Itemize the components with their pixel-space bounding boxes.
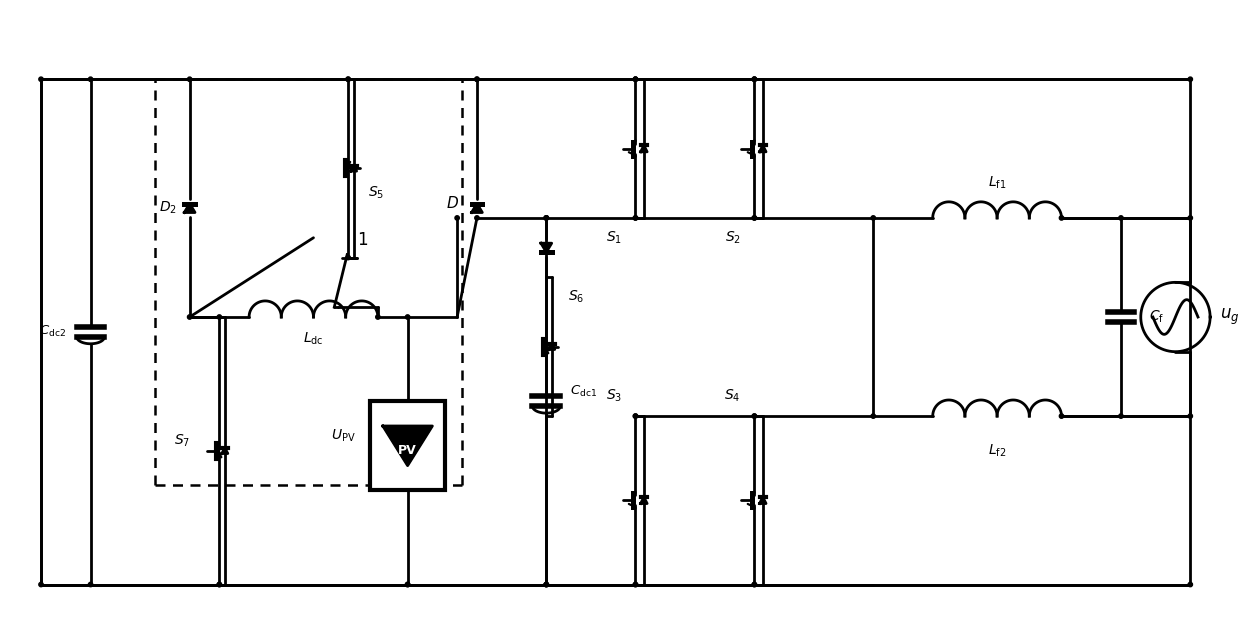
Circle shape <box>217 582 222 587</box>
Text: $L_{\mathrm{f1}}$: $L_{\mathrm{f1}}$ <box>988 175 1007 192</box>
Circle shape <box>475 77 479 82</box>
Circle shape <box>187 77 192 82</box>
Circle shape <box>1188 216 1193 220</box>
Circle shape <box>346 77 351 82</box>
Text: $C_{\mathrm{dc2}}$: $C_{\mathrm{dc2}}$ <box>40 324 67 340</box>
Circle shape <box>217 582 222 587</box>
Circle shape <box>753 216 756 220</box>
Circle shape <box>753 216 756 220</box>
Text: $L_{\mathrm{dc}}$: $L_{\mathrm{dc}}$ <box>303 331 324 347</box>
Text: PV: PV <box>398 444 417 457</box>
Text: $u_g$: $u_g$ <box>1220 307 1240 327</box>
Circle shape <box>1118 414 1123 419</box>
Circle shape <box>217 315 222 319</box>
Polygon shape <box>641 497 647 503</box>
Circle shape <box>634 77 637 82</box>
Text: $C_{\mathrm{dc1}}$: $C_{\mathrm{dc1}}$ <box>570 383 598 399</box>
Circle shape <box>634 216 637 220</box>
Polygon shape <box>185 204 195 213</box>
Circle shape <box>1059 216 1064 220</box>
Text: $S_4$: $S_4$ <box>724 388 740 404</box>
Circle shape <box>544 582 548 587</box>
Circle shape <box>753 77 756 82</box>
Circle shape <box>753 582 756 587</box>
Circle shape <box>634 414 637 419</box>
Circle shape <box>346 255 351 260</box>
Circle shape <box>455 216 459 220</box>
Polygon shape <box>549 344 554 350</box>
Circle shape <box>634 216 637 220</box>
Circle shape <box>405 582 409 587</box>
Circle shape <box>753 414 756 419</box>
Circle shape <box>634 77 637 82</box>
Circle shape <box>634 582 637 587</box>
Polygon shape <box>351 166 357 171</box>
Text: $S_5$: $S_5$ <box>368 185 384 201</box>
Circle shape <box>405 315 409 319</box>
Text: $S_2$: $S_2$ <box>724 229 740 246</box>
Circle shape <box>376 315 379 319</box>
Circle shape <box>1059 414 1064 419</box>
Text: $C_{\mathrm{f}}$: $C_{\mathrm{f}}$ <box>1148 309 1164 326</box>
Circle shape <box>753 582 756 587</box>
Circle shape <box>1188 582 1193 587</box>
Polygon shape <box>471 204 482 213</box>
Text: $U_{\mathrm{PV}}$: $U_{\mathrm{PV}}$ <box>331 427 356 444</box>
Circle shape <box>544 216 548 220</box>
Text: $1$: $1$ <box>357 231 368 248</box>
Circle shape <box>1188 414 1193 419</box>
Text: $S_6$: $S_6$ <box>568 289 584 305</box>
Text: $D_2$: $D_2$ <box>159 200 177 216</box>
Circle shape <box>346 77 351 82</box>
Circle shape <box>634 582 637 587</box>
Polygon shape <box>222 448 228 454</box>
FancyBboxPatch shape <box>371 401 445 490</box>
Circle shape <box>475 216 479 220</box>
Text: $S_1$: $S_1$ <box>605 229 621 246</box>
Polygon shape <box>760 497 766 503</box>
Circle shape <box>475 77 479 82</box>
Polygon shape <box>641 145 647 152</box>
Circle shape <box>187 315 192 319</box>
Circle shape <box>544 582 548 587</box>
Circle shape <box>753 414 756 419</box>
Circle shape <box>38 582 43 587</box>
Circle shape <box>88 77 93 82</box>
Circle shape <box>405 582 409 587</box>
Circle shape <box>88 582 93 587</box>
Circle shape <box>753 77 756 82</box>
Text: $S_7$: $S_7$ <box>174 433 190 449</box>
Circle shape <box>544 216 548 220</box>
Polygon shape <box>541 243 552 252</box>
Circle shape <box>1118 216 1123 220</box>
Text: $S_3$: $S_3$ <box>605 388 621 404</box>
Text: $L_{\mathrm{f2}}$: $L_{\mathrm{f2}}$ <box>988 443 1007 459</box>
Polygon shape <box>383 426 433 466</box>
Polygon shape <box>760 145 766 152</box>
Circle shape <box>870 414 875 419</box>
Text: $D$: $D$ <box>445 195 459 211</box>
Circle shape <box>1188 77 1193 82</box>
Circle shape <box>870 216 875 220</box>
Circle shape <box>634 77 637 82</box>
Circle shape <box>753 77 756 82</box>
Circle shape <box>544 216 548 220</box>
Circle shape <box>38 77 43 82</box>
Circle shape <box>544 582 548 587</box>
Circle shape <box>634 414 637 419</box>
